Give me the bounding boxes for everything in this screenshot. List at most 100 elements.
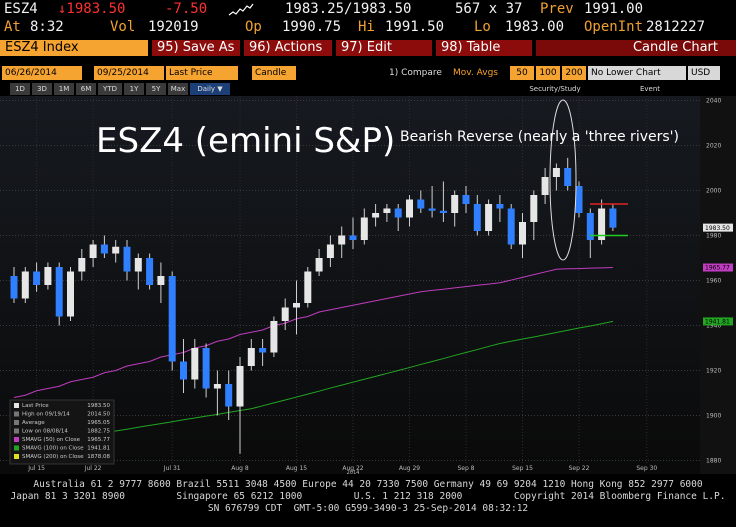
legend-label: Low on 08/08/14 [22, 429, 68, 435]
range-button[interactable]: Max [168, 83, 188, 95]
prev-label: Prev [540, 1, 574, 17]
tool-button[interactable]: Security/Study [529, 85, 581, 93]
chart: 1880 1900 1920 1940 1960 1980 2000 2020 2040 Jul … [0, 96, 736, 474]
candle-body [586, 213, 594, 240]
mov-avgs-button[interactable]: Mov. Avgs [453, 68, 498, 78]
change: -7.50 [165, 1, 208, 17]
x-tick-label: Sep 15 [512, 465, 533, 472]
candle-body [21, 271, 29, 299]
candle-body [259, 348, 267, 353]
y-tick-label: 2000 [706, 188, 721, 195]
range-button[interactable]: 3D [32, 83, 52, 95]
candle-body [168, 276, 176, 362]
legend-label: SMAVG (50) on Close [22, 437, 81, 443]
price-label: 1965.77 [705, 265, 730, 272]
y-tick-label: 1980 [706, 233, 721, 240]
candle-body [383, 208, 391, 213]
range-button[interactable]: 1M [54, 83, 74, 95]
range-button[interactable]: YTD [98, 83, 122, 95]
candle-body [202, 348, 210, 389]
vol-label: Vol [110, 19, 136, 35]
period-box[interactable]: 50 [510, 66, 534, 80]
legend-value: 1965.05 [87, 420, 110, 426]
range-button[interactable]: 6M [76, 83, 96, 95]
menu-button[interactable]: 97) Edit [336, 40, 432, 56]
range-button[interactable]: 5Y [146, 83, 166, 95]
footer-line: SN 676799 CDT GMT-5:00 G599-3490-3 25-Se… [207, 503, 529, 514]
candle-body [564, 168, 572, 186]
candle-body [326, 244, 334, 258]
candle-body [609, 208, 617, 228]
legend-label: SMAVG (200) on Close [22, 454, 84, 460]
legend-value: 2014.50 [87, 412, 110, 418]
y-tick-label: 1940 [706, 323, 721, 330]
candle-body [157, 276, 165, 285]
candle-body [473, 204, 481, 231]
range-button[interactable]: 1D [10, 83, 30, 95]
currency-select[interactable]: USD [688, 66, 720, 80]
legend-swatch [14, 403, 19, 408]
size: 567 x 37 [455, 1, 523, 17]
candle-body [33, 271, 41, 285]
x-tick-label: Jul 22 [84, 465, 102, 472]
field-select[interactable]: Last Price [166, 66, 238, 80]
candle-body [598, 208, 606, 240]
candle-body [281, 307, 289, 321]
legend-label: High on 09/19/14 [22, 412, 70, 418]
x-tick-label: Aug 15 [286, 465, 307, 472]
x-tick-label: Sep 22 [569, 465, 590, 472]
candle-body [507, 208, 515, 245]
tool-button[interactable]: Event [639, 85, 661, 93]
y-tick-label: 1880 [706, 458, 721, 465]
style-select[interactable]: Candle [252, 66, 296, 80]
legend-label: SMAVG (100) on Close [22, 446, 84, 452]
legend-value: 1878.08 [87, 454, 110, 460]
price-label: 1983.50 [705, 225, 730, 232]
candle-body [100, 244, 108, 254]
vol: 192019 [148, 19, 199, 35]
legend-swatch [14, 428, 19, 434]
x-tick-label: Jul 31 [163, 465, 181, 472]
candle-body [372, 213, 380, 218]
candle-body [496, 204, 504, 209]
period-box[interactable]: 100 [536, 66, 560, 80]
range-button[interactable]: Daily ▼ [190, 83, 230, 95]
candle-body [293, 303, 300, 308]
end-date[interactable]: 09/25/2014 [94, 66, 164, 80]
candle-body [89, 244, 97, 258]
candle-body [247, 348, 255, 366]
chart-title: ESZ4 (emini S&P) [96, 121, 395, 161]
candle-body [180, 361, 187, 380]
candle-body [451, 195, 459, 213]
range-button[interactable]: 1Y [124, 83, 144, 95]
candle-body [225, 384, 233, 407]
candle-body [428, 208, 436, 211]
compare-button[interactable]: 1) Compare [389, 68, 442, 78]
candle-body [304, 271, 312, 303]
time: 8:32 [30, 19, 64, 35]
menu-button[interactable]: 95) Save As [152, 40, 240, 56]
last-price: ↓1983.50 [58, 1, 126, 17]
moving-average-line [59, 320, 613, 441]
legend-swatch [14, 411, 19, 417]
x-tick-label: Jul 15 [27, 465, 45, 472]
open: 1990.75 [282, 19, 342, 35]
plot-background [0, 96, 700, 474]
legend-swatch [14, 454, 19, 459]
security-box[interactable]: ESZ4 Index [0, 40, 148, 56]
candle-body [44, 267, 52, 285]
at-label: At [4, 19, 21, 35]
period-box[interactable]: 200 [562, 66, 586, 80]
moving-average-line [13, 267, 613, 398]
menu-button[interactable]: 96) Actions [244, 40, 332, 56]
lower-chart-select[interactable]: No Lower Chart [588, 66, 686, 80]
oi-label: OpenInt [584, 19, 644, 35]
candle-body [10, 276, 18, 299]
candle-body [236, 366, 244, 407]
menu-button[interactable]: 98) Table [436, 40, 532, 56]
price-label-box [703, 223, 733, 232]
start-date[interactable]: 06/26/2014 [2, 66, 82, 80]
footer-line: Australia 61 2 9777 8600 Brazil 5511 304… [33, 479, 703, 490]
x-tick-label: Sep 30 [636, 465, 657, 472]
x-tick-label: Aug 29 [399, 465, 420, 472]
